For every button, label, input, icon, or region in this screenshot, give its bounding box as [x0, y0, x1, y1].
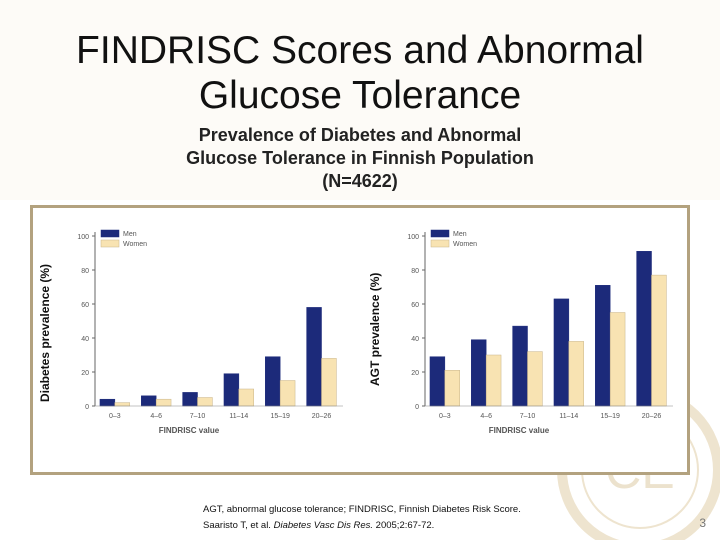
bar-women [444, 370, 460, 407]
subtitle-line: Glucose Tolerance in Finnish Population [186, 148, 534, 168]
citation-details: 2005;2:67-72. [373, 520, 435, 531]
bar-men [595, 285, 611, 407]
title-line: FINDRISC Scores and Abnormal [76, 29, 644, 72]
x-tick-label: 11–14 [559, 413, 578, 420]
diabetes-y-axis-label: Diabetes prevalence (%) [38, 263, 52, 402]
x-tick-label: 4–6 [480, 413, 492, 420]
x-tick-label: 15–19 [600, 413, 620, 420]
legend-label-men: Men [453, 231, 467, 238]
page-number: 3 [699, 516, 706, 530]
footnote: AGT, abnormal glucose tolerance; FINDRIS… [203, 504, 521, 515]
y-tick-label: 40 [411, 336, 419, 343]
bar-men [471, 339, 487, 407]
x-tick-label: 7–10 [190, 413, 206, 420]
x-tick-label: 4–6 [150, 413, 162, 420]
title-line: Glucose Tolerance [198, 74, 522, 117]
x-tick-label: 20–26 [642, 413, 662, 420]
bar-women [279, 380, 296, 407]
bar-women [321, 358, 337, 407]
bar-men [429, 356, 446, 407]
legend-swatch-men [430, 229, 450, 238]
legend-label-women: Women [123, 241, 147, 248]
legend-swatch-men [100, 229, 120, 238]
bar-men [306, 307, 322, 407]
bar-men [512, 325, 528, 407]
bar-women [485, 354, 502, 407]
bar-women [568, 341, 584, 407]
slide-title: FINDRISC Scores and Abnormal Glucose Tol… [0, 28, 720, 118]
x-tick-label: 0–3 [439, 413, 451, 420]
x-tick-label: 15–19 [270, 413, 290, 420]
x-axis-label: FINDRISC value [489, 426, 550, 435]
citation: Saaristo T, et al. Diabetes Vasc Dis Res… [203, 520, 434, 531]
bar-men [265, 356, 281, 407]
y-tick-label: 60 [411, 302, 419, 309]
bar-women [609, 312, 626, 407]
citation-journal: Diabetes Vasc Dis Res. [273, 520, 374, 531]
legend-swatch-women [430, 239, 450, 248]
chart-subtitle: Prevalence of Diabetes and Abnormal Gluc… [0, 124, 720, 193]
y-tick-label: 20 [81, 370, 89, 377]
x-tick-label: 0–3 [109, 413, 121, 420]
x-tick-label: 20–26 [312, 413, 332, 420]
bar-women [527, 351, 543, 407]
y-tick-label: 0 [415, 404, 419, 411]
y-tick-label: 40 [81, 336, 89, 343]
bar-men [141, 395, 157, 407]
x-axis-label: FINDRISC value [159, 426, 220, 435]
y-tick-label: 60 [81, 302, 89, 309]
y-tick-label: 0 [85, 404, 89, 411]
x-tick-label: 7–10 [520, 413, 536, 420]
legend-swatch-women [100, 239, 120, 248]
bar-women [197, 397, 213, 407]
charts-svg: 0 20 40 60 80 100 0–3 4–6 7–10 11–14 15–19 20–26 FIN… [77, 229, 673, 435]
y-tick-label: 100 [77, 234, 89, 241]
bar-women [651, 274, 667, 407]
subtitle-line: Prevalence of Diabetes and Abnormal [198, 125, 522, 145]
bar-men [99, 398, 116, 407]
bar-women [238, 388, 254, 407]
bar-men [553, 298, 570, 407]
bar-men [223, 373, 240, 407]
chart-frame: 0 20 40 60 80 100 0–3 4–6 7–10 11–14 15–19 20–26 FIN… [30, 205, 690, 475]
y-tick-label: 20 [411, 370, 419, 377]
y-tick-label: 80 [411, 268, 419, 275]
y-tick-label: 80 [81, 268, 89, 275]
y-tick-label: 100 [407, 234, 419, 241]
citation-authors: Saaristo T, et al. [203, 520, 274, 531]
subtitle-line: (N=4622) [322, 171, 398, 191]
x-tick-label: 11–14 [229, 413, 248, 420]
bar-men [182, 392, 198, 407]
bar-women [155, 398, 172, 407]
bar-men [636, 251, 652, 407]
agt-y-axis-label: AGT prevalence (%) [368, 272, 382, 386]
bar-women [114, 402, 130, 407]
legend-label-women: Women [453, 241, 477, 248]
legend-label-men: Men [123, 231, 137, 238]
